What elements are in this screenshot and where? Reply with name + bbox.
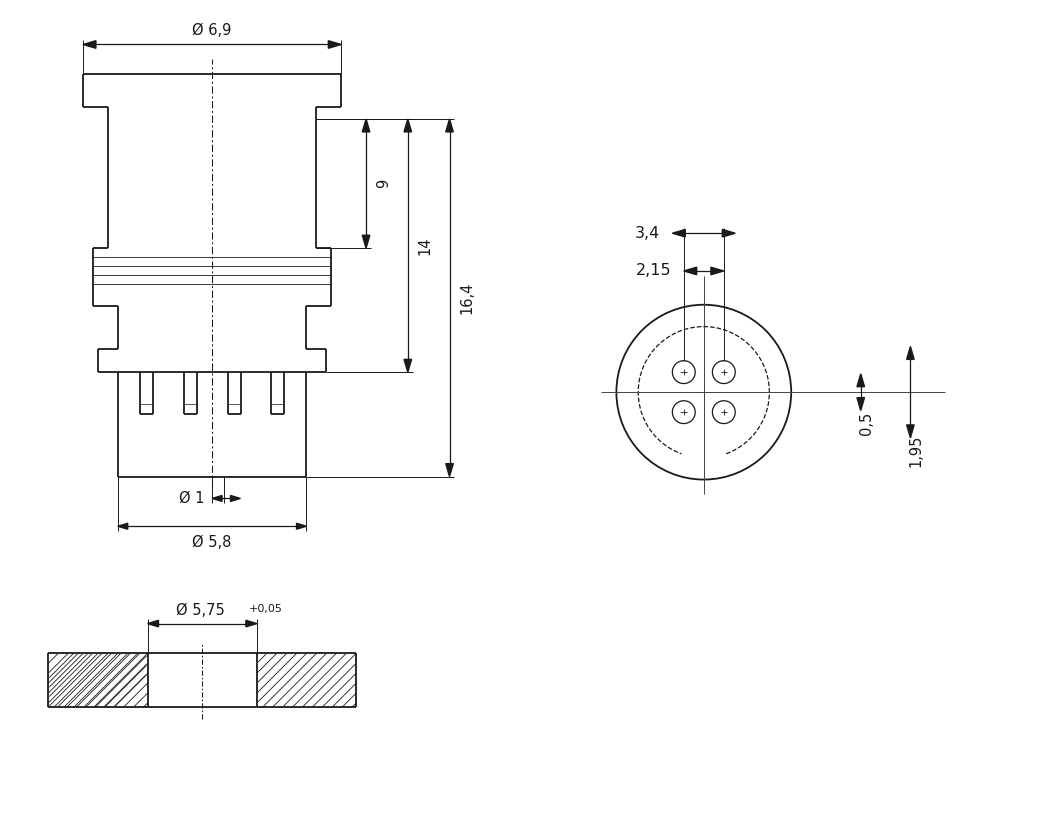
Text: 16,4: 16,4 [459, 282, 474, 314]
Polygon shape [296, 523, 307, 529]
Polygon shape [404, 119, 412, 131]
Polygon shape [446, 119, 453, 131]
Polygon shape [363, 119, 370, 131]
Polygon shape [673, 229, 685, 237]
Polygon shape [83, 41, 96, 48]
Polygon shape [907, 347, 914, 360]
Polygon shape [246, 620, 256, 627]
Polygon shape [857, 374, 865, 387]
Polygon shape [404, 360, 412, 372]
Polygon shape [118, 523, 127, 529]
Text: 1,95: 1,95 [908, 434, 924, 467]
Polygon shape [710, 267, 724, 275]
Polygon shape [147, 620, 159, 627]
Text: Ø 1: Ø 1 [179, 491, 204, 506]
Text: Ø 6,9: Ø 6,9 [192, 22, 232, 37]
Polygon shape [446, 464, 453, 476]
Text: 9: 9 [376, 179, 391, 189]
Text: 3,4: 3,4 [635, 226, 660, 241]
Polygon shape [907, 425, 914, 437]
Text: Ø 5,8: Ø 5,8 [192, 535, 232, 550]
Polygon shape [722, 229, 736, 237]
Polygon shape [212, 495, 222, 501]
Polygon shape [363, 235, 370, 248]
Polygon shape [857, 398, 865, 410]
Text: 2,15: 2,15 [636, 264, 672, 279]
Text: 14: 14 [417, 237, 433, 255]
Text: +0,05: +0,05 [249, 604, 283, 614]
Text: Ø 5,75: Ø 5,75 [176, 603, 225, 618]
Polygon shape [684, 267, 697, 275]
Text: 0,5: 0,5 [859, 412, 873, 435]
Polygon shape [230, 495, 241, 501]
Polygon shape [328, 41, 342, 48]
